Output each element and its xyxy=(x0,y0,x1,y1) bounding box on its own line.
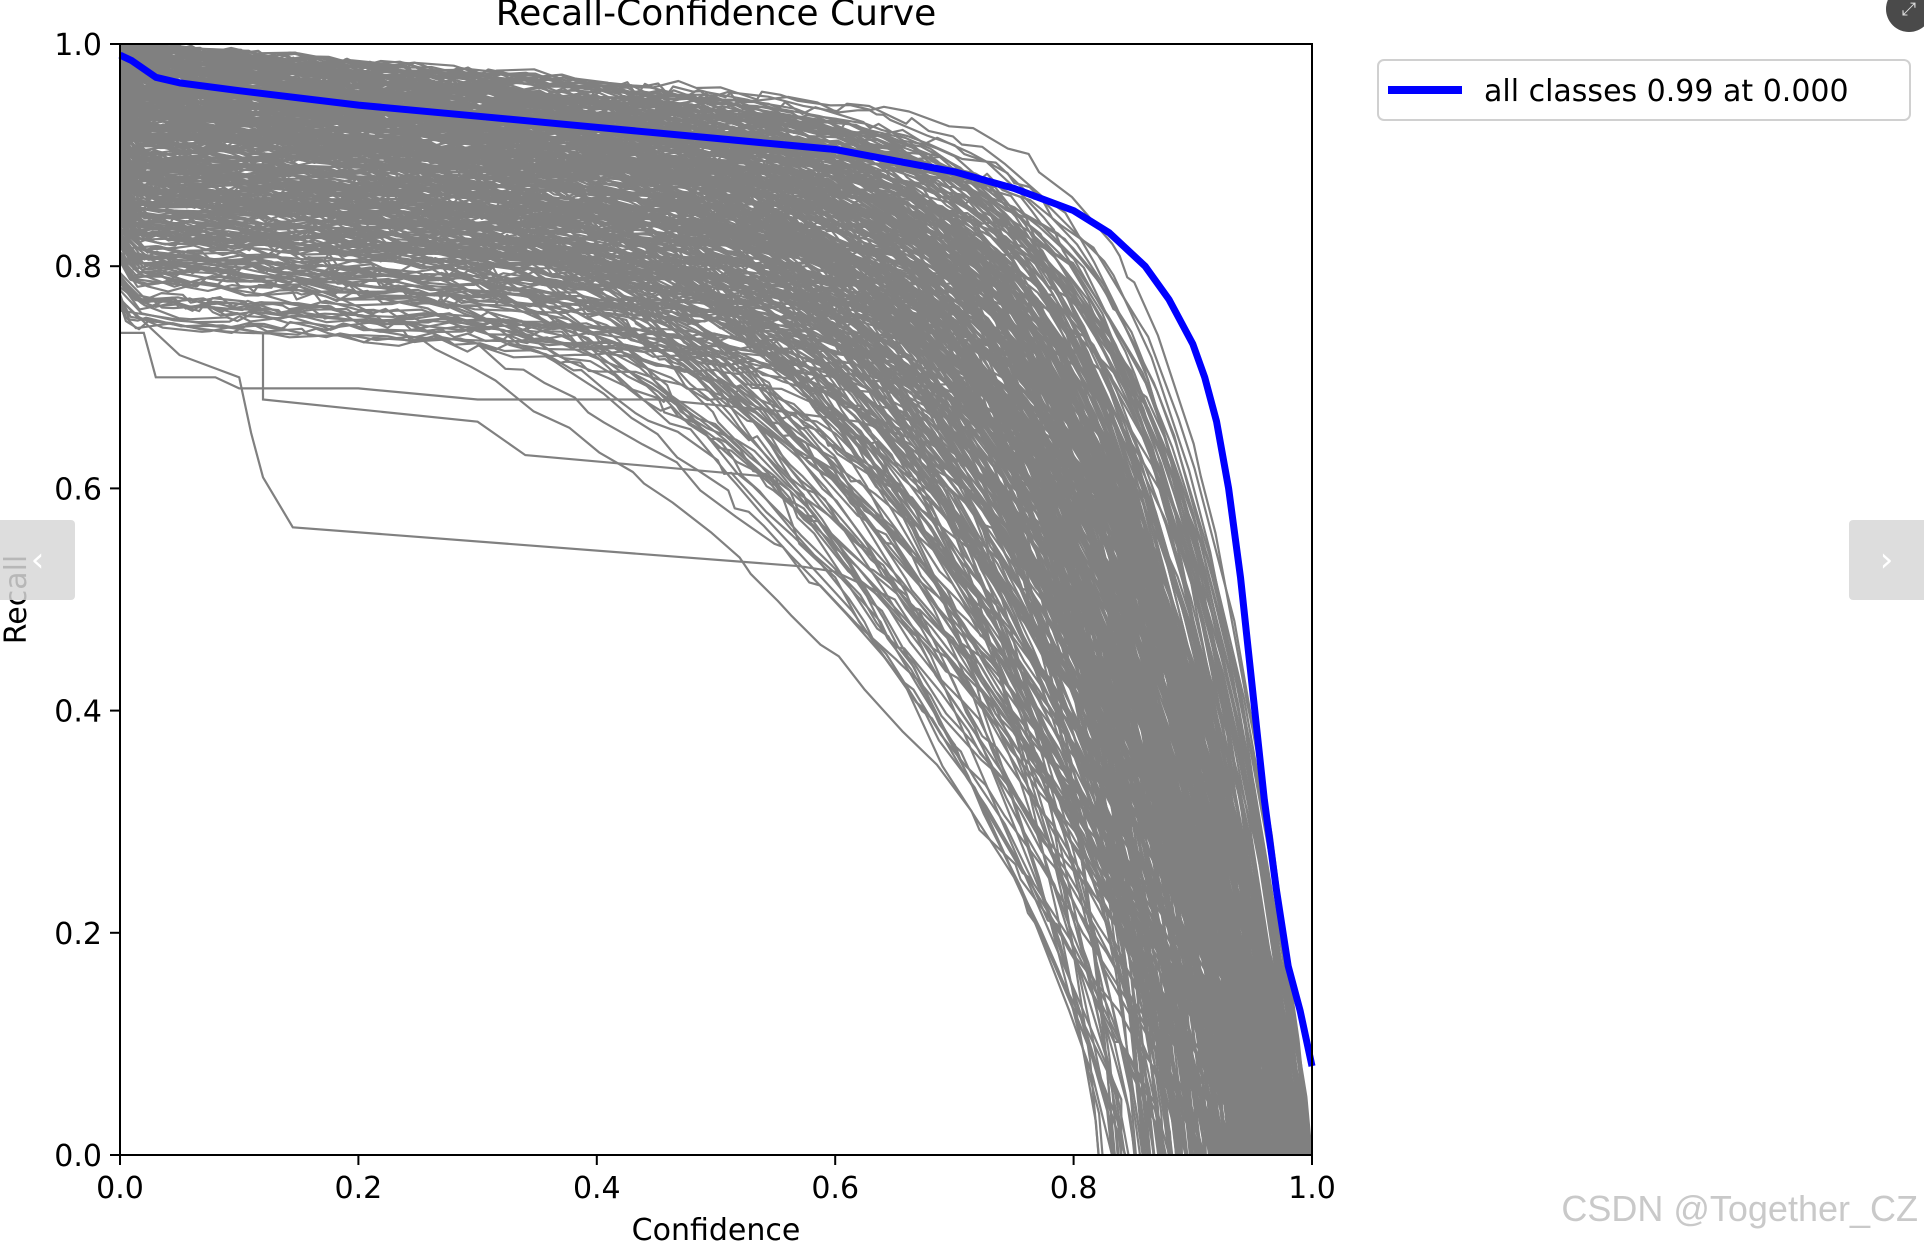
chart-title: Recall-Confidence Curve xyxy=(496,0,936,34)
per-class-curve xyxy=(120,101,1259,1155)
per-class-curve xyxy=(120,44,1231,1155)
legend-label: all classes 0.99 at 0.000 xyxy=(1484,74,1849,109)
per-class-curve xyxy=(120,62,1226,1155)
x-tick-label: 0.4 xyxy=(573,1171,621,1206)
per-class-curve xyxy=(120,209,1255,1155)
per-class-curve xyxy=(120,272,1310,1155)
per-class-curve xyxy=(120,192,1294,1155)
x-tick-label: 0.2 xyxy=(335,1171,383,1206)
per-class-curve xyxy=(120,227,1301,1155)
per-class-curve xyxy=(120,44,1181,1155)
previous-image-button[interactable]: ‹ xyxy=(0,520,75,600)
per-class-curve xyxy=(120,309,1123,1100)
per-class-curve xyxy=(120,77,1299,1155)
per-class-curve xyxy=(120,92,1265,1155)
y-tick-label: 1.0 xyxy=(54,28,102,63)
chevron-right-icon: › xyxy=(1879,540,1894,580)
next-image-button[interactable]: › xyxy=(1849,520,1924,600)
per-class-curve xyxy=(120,239,1259,1155)
per-class-curve xyxy=(120,276,1233,1155)
per-class-curve xyxy=(120,82,1258,1155)
x-tick-label: 0.0 xyxy=(96,1171,144,1206)
per-class-curve xyxy=(120,137,1304,1155)
per-class-curve xyxy=(120,48,1266,1155)
per-class-curve xyxy=(120,133,1172,1155)
x-axis-label: Confidence xyxy=(632,1213,801,1242)
per-class-curve xyxy=(120,101,1300,1155)
per-class-curve xyxy=(120,258,1237,1155)
per-class-curve xyxy=(120,231,1228,1155)
y-tick-label: 0.0 xyxy=(54,1139,102,1174)
per-class-curve xyxy=(120,46,1179,1155)
series-lines xyxy=(118,51,1316,1067)
chevron-left-icon: ‹ xyxy=(30,540,45,580)
per-class-curve xyxy=(120,178,1145,1155)
series-line-all-classes xyxy=(118,51,1316,1067)
per-class-curves xyxy=(120,44,1312,1155)
per-class-curve xyxy=(120,113,1255,1155)
per-class-curve xyxy=(120,199,1142,1155)
plot-frame xyxy=(119,43,1313,1156)
per-class-curve xyxy=(120,168,1310,1155)
axes: 0.0 0.2 0.4 0.6 0.8 1.0 0.0 0.2 0.4 0.6 0.8 1.0 xyxy=(54,28,1336,1206)
per-class-curve xyxy=(120,54,1308,1155)
expand-icon: ⤢ xyxy=(1901,0,1917,20)
per-class-curve xyxy=(120,191,1238,1155)
x-tick-label: 1.0 xyxy=(1288,1171,1336,1206)
per-class-curve xyxy=(120,144,1189,1155)
per-class-curve xyxy=(120,149,1183,1155)
watermark: CSDN @Together_CZ xyxy=(1561,1188,1918,1229)
per-class-curve xyxy=(120,298,1123,1155)
y-tick-label: 0.8 xyxy=(54,250,102,285)
per-class-curve xyxy=(120,44,1240,1155)
per-class-curve xyxy=(120,229,1297,1155)
legend: all classes 0.99 at 0.000 xyxy=(1377,59,1911,121)
per-class-curve xyxy=(120,281,1205,1155)
legend-box xyxy=(1377,59,1911,121)
per-class-curve xyxy=(120,120,1269,1155)
y-tick-label: 0.4 xyxy=(54,695,102,730)
per-class-curve xyxy=(120,139,1227,1155)
x-tick-label: 0.6 xyxy=(811,1171,859,1206)
y-tick-label: 0.2 xyxy=(54,917,102,952)
per-class-curve xyxy=(120,331,1206,934)
y-tick-label: 0.6 xyxy=(54,472,102,507)
x-tick-label: 0.8 xyxy=(1050,1171,1098,1206)
per-class-curve xyxy=(120,145,1136,1155)
